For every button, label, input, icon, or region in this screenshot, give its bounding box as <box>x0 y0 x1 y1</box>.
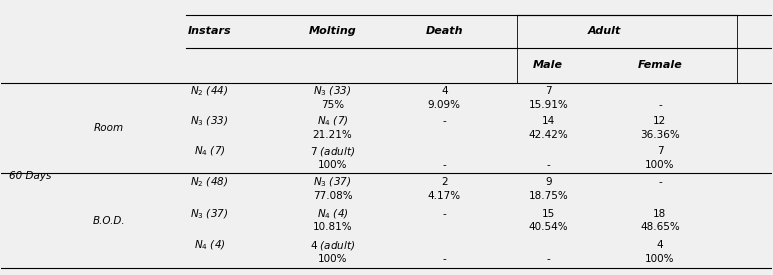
Text: 60 Days: 60 Days <box>9 170 52 181</box>
Text: $N_{2}$ (48): $N_{2}$ (48) <box>190 175 229 189</box>
Text: -: - <box>442 254 446 264</box>
Text: Death: Death <box>425 26 463 36</box>
Text: 10.81%: 10.81% <box>313 222 352 232</box>
Text: 15.91%: 15.91% <box>529 100 568 110</box>
Text: 18: 18 <box>653 209 666 219</box>
Text: $N_{4}$ (7): $N_{4}$ (7) <box>317 114 349 128</box>
Text: Adult: Adult <box>587 26 621 36</box>
Text: 12: 12 <box>653 116 666 126</box>
Text: 15: 15 <box>542 209 555 219</box>
Text: 7: 7 <box>656 146 663 156</box>
Text: -: - <box>442 160 446 170</box>
Text: Molting: Molting <box>308 26 356 36</box>
Text: 4: 4 <box>656 240 663 251</box>
Text: $N_{4}$ (4): $N_{4}$ (4) <box>317 207 349 221</box>
Text: -: - <box>547 254 550 264</box>
Text: $4$ (adult): $4$ (adult) <box>310 239 356 252</box>
Text: -: - <box>442 116 446 126</box>
Text: $N_{3}$ (33): $N_{3}$ (33) <box>190 114 229 128</box>
Text: $N_{4}$ (7): $N_{4}$ (7) <box>193 144 225 158</box>
Text: 7: 7 <box>545 86 552 96</box>
Text: $N_{3}$ (37): $N_{3}$ (37) <box>314 175 352 189</box>
Text: 36.36%: 36.36% <box>640 130 679 140</box>
Text: $N_{2}$ (44): $N_{2}$ (44) <box>190 84 229 98</box>
Text: -: - <box>658 177 662 187</box>
Text: 40.54%: 40.54% <box>529 222 568 232</box>
Text: -: - <box>547 160 550 170</box>
Text: 21.21%: 21.21% <box>313 130 352 140</box>
Text: $7$ (adult): $7$ (adult) <box>310 145 356 158</box>
Text: 100%: 100% <box>645 254 675 264</box>
Text: 18.75%: 18.75% <box>529 191 568 200</box>
Text: 2: 2 <box>441 177 448 187</box>
Text: Female: Female <box>638 60 683 70</box>
Text: 100%: 100% <box>645 160 675 170</box>
Text: B.O.D.: B.O.D. <box>93 216 125 225</box>
Text: 75%: 75% <box>321 100 344 110</box>
Text: 4: 4 <box>441 86 448 96</box>
Text: 14: 14 <box>542 116 555 126</box>
Text: -: - <box>442 209 446 219</box>
Text: $N_{4}$ (4): $N_{4}$ (4) <box>193 239 225 252</box>
Text: 77.08%: 77.08% <box>313 191 352 200</box>
Text: 42.42%: 42.42% <box>529 130 568 140</box>
Text: 9.09%: 9.09% <box>427 100 461 110</box>
Text: -: - <box>658 100 662 110</box>
Text: $N_{3}$ (37): $N_{3}$ (37) <box>190 207 229 221</box>
Text: Instars: Instars <box>188 26 231 36</box>
Text: Male: Male <box>533 60 564 70</box>
Text: 48.65%: 48.65% <box>640 222 679 232</box>
Text: $N_{3}$ (33): $N_{3}$ (33) <box>314 84 352 98</box>
Text: Room: Room <box>94 123 124 133</box>
Text: 9: 9 <box>545 177 552 187</box>
Text: 100%: 100% <box>318 254 347 264</box>
Text: 100%: 100% <box>318 160 347 170</box>
Text: 4.17%: 4.17% <box>427 191 461 200</box>
